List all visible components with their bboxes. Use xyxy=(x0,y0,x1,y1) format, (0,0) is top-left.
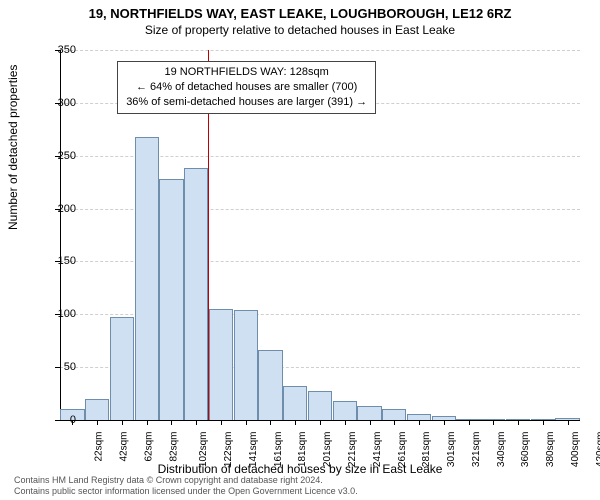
x-tick-mark xyxy=(370,420,371,425)
x-tick-label: 141sqm xyxy=(248,432,259,468)
y-tick-label: 200 xyxy=(46,203,76,215)
x-tick-label: 400sqm xyxy=(570,432,581,468)
x-tick-mark xyxy=(97,420,98,425)
x-tick-mark xyxy=(295,420,296,425)
chart-area: 19 NORTHFIELDS WAY: 128sqm← 64% of detac… xyxy=(60,50,580,420)
x-tick-mark xyxy=(568,420,569,425)
x-tick-mark xyxy=(419,420,420,425)
x-tick-label: 281sqm xyxy=(421,432,432,468)
x-tick-label: 22sqm xyxy=(94,432,105,462)
page-title: 19, NORTHFIELDS WAY, EAST LEAKE, LOUGHBO… xyxy=(0,6,600,21)
histogram-bar xyxy=(258,350,282,420)
x-tick-mark xyxy=(345,420,346,425)
info-box: 19 NORTHFIELDS WAY: 128sqm← 64% of detac… xyxy=(117,61,376,114)
y-tick-label: 150 xyxy=(46,255,76,267)
x-tick-label: 161sqm xyxy=(273,432,284,468)
y-tick-label: 100 xyxy=(46,308,76,320)
histogram-bar xyxy=(184,168,208,420)
y-tick-label: 350 xyxy=(46,44,76,56)
x-tick-label: 261sqm xyxy=(397,432,408,468)
x-tick-mark xyxy=(444,420,445,425)
footnote: Contains HM Land Registry data © Crown c… xyxy=(14,475,358,497)
x-tick-label: 42sqm xyxy=(119,432,130,462)
x-tick-mark xyxy=(469,420,470,425)
y-tick-label: 50 xyxy=(46,361,76,373)
histogram-bar xyxy=(357,406,381,420)
x-tick-mark xyxy=(171,420,172,425)
histogram-bar xyxy=(308,391,332,420)
gridline xyxy=(60,50,580,51)
x-tick-mark xyxy=(394,420,395,425)
x-tick-label: 420sqm xyxy=(595,432,600,468)
histogram-bar xyxy=(382,409,406,420)
x-tick-label: 201sqm xyxy=(322,432,333,468)
histogram-bar xyxy=(159,179,183,420)
x-tick-mark xyxy=(122,420,123,425)
x-tick-label: 360sqm xyxy=(520,432,531,468)
x-tick-mark xyxy=(270,420,271,425)
x-tick-label: 301sqm xyxy=(446,432,457,468)
y-axis-label: Number of detached properties xyxy=(6,65,20,230)
x-tick-mark xyxy=(493,420,494,425)
x-tick-label: 102sqm xyxy=(199,432,210,468)
x-tick-mark xyxy=(518,420,519,425)
x-tick-label: 181sqm xyxy=(298,432,309,468)
y-tick-label: 300 xyxy=(46,97,76,109)
y-tick-label: 250 xyxy=(46,150,76,162)
x-tick-mark xyxy=(320,420,321,425)
x-tick-label: 340sqm xyxy=(496,432,507,468)
info-box-line3: 36% of semi-detached houses are larger (… xyxy=(126,95,367,110)
info-box-line2: ← 64% of detached houses are smaller (70… xyxy=(126,80,367,95)
x-tick-label: 221sqm xyxy=(347,432,358,468)
histogram-bar xyxy=(110,317,134,420)
histogram-bar xyxy=(135,137,159,420)
x-tick-mark xyxy=(221,420,222,425)
x-tick-mark xyxy=(196,420,197,425)
footnote-line1: Contains HM Land Registry data © Crown c… xyxy=(14,475,358,486)
info-box-line1: 19 NORTHFIELDS WAY: 128sqm xyxy=(126,65,367,80)
x-tick-mark xyxy=(246,420,247,425)
histogram-bar xyxy=(234,310,258,420)
plot-area: 19 NORTHFIELDS WAY: 128sqm← 64% of detac… xyxy=(60,50,580,420)
x-tick-label: 321sqm xyxy=(471,432,482,468)
x-tick-label: 380sqm xyxy=(545,432,556,468)
page-subtitle: Size of property relative to detached ho… xyxy=(0,23,600,37)
y-tick-label: 0 xyxy=(46,414,76,426)
histogram-bar xyxy=(209,309,233,420)
footnote-line2: Contains public sector information licen… xyxy=(14,486,358,497)
histogram-bar xyxy=(85,399,109,420)
x-tick-label: 241sqm xyxy=(372,432,383,468)
x-tick-mark xyxy=(543,420,544,425)
histogram-bar xyxy=(283,386,307,420)
x-tick-label: 82sqm xyxy=(168,432,179,462)
x-tick-mark xyxy=(147,420,148,425)
x-tick-label: 62sqm xyxy=(143,432,154,462)
histogram-bar xyxy=(333,401,357,420)
x-tick-label: 122sqm xyxy=(223,432,234,468)
